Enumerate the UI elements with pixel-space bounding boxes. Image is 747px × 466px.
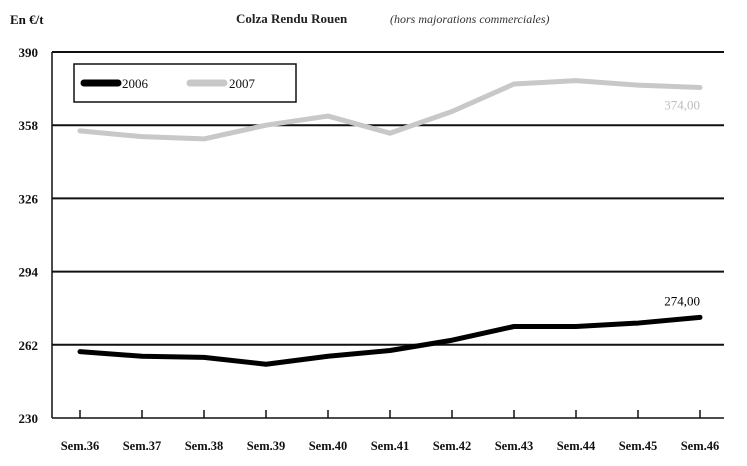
x-tick-label: Sem.40: [309, 439, 348, 453]
end-label-2006: 274,00: [664, 293, 700, 308]
chart-title: Colza Rendu Rouen: [236, 11, 348, 26]
y-tick-labels: 390 358 326 294 262 230: [19, 45, 39, 426]
x-tick-label: Sem.43: [495, 439, 534, 453]
series-line-2006: [77, 314, 703, 367]
chart-subtitle: (hors majorations commerciales): [390, 12, 550, 26]
grid-lines: [52, 51, 724, 346]
series-line-2007: [77, 78, 703, 142]
y-unit-label: En €/t: [10, 12, 44, 27]
legend: 2006 2007: [73, 63, 297, 103]
axes: [51, 52, 724, 419]
x-tick-label: Sem.44: [557, 439, 596, 453]
x-tick-label: Sem.39: [247, 439, 286, 453]
end-labels: 274,00 374,00: [664, 97, 700, 308]
series-lines: [77, 78, 703, 367]
x-tick-label: Sem.38: [185, 439, 224, 453]
x-tick-label: Sem.46: [681, 439, 720, 453]
legend-label-2007: 2007: [229, 76, 256, 91]
x-tick-label: Sem.45: [619, 439, 658, 453]
y-tick-label: 262: [19, 338, 39, 353]
y-tick-label: 294: [19, 265, 39, 280]
y-tick-label: 326: [19, 191, 39, 206]
legend-label-2006: 2006: [122, 76, 149, 91]
x-tick-label: Sem.41: [371, 439, 410, 453]
y-tick-label: 358: [19, 118, 39, 133]
x-tick-label: Sem.42: [433, 439, 472, 453]
x-tick-label: Sem.37: [123, 439, 162, 453]
y-tick-label: 390: [19, 45, 39, 60]
x-tick-label: Sem.36: [61, 439, 100, 453]
end-label-2007: 374,00: [664, 97, 700, 112]
x-tick-labels: Sem.36 Sem.37 Sem.38 Sem.39 Sem.40 Sem.41 Sem.…: [61, 439, 720, 453]
y-tick-label: 230: [19, 411, 39, 426]
